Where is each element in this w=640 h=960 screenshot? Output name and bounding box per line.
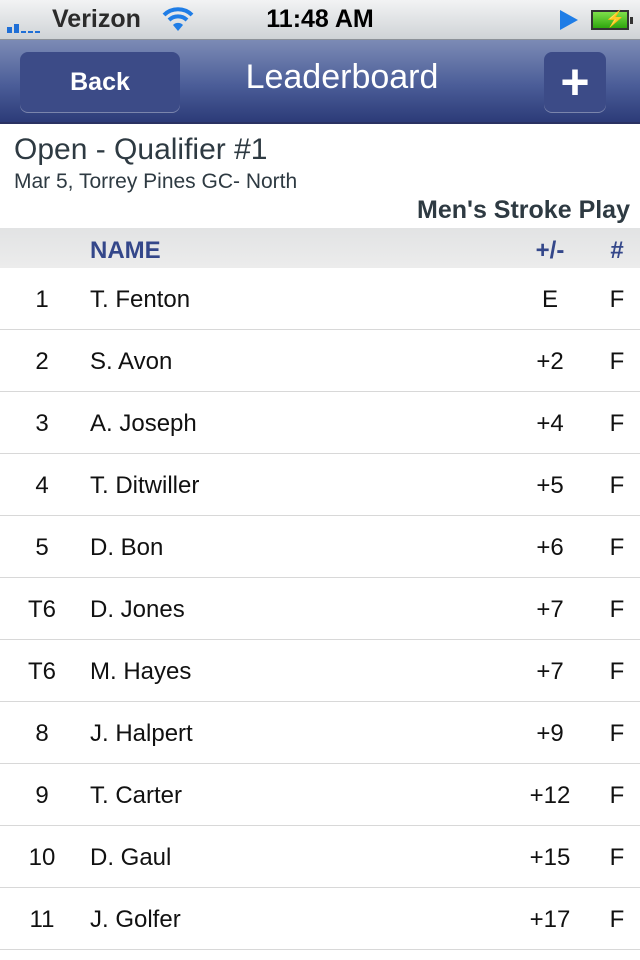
table-row[interactable]: 10 D. Gaul +15 F xyxy=(0,826,640,888)
player-score: +4 xyxy=(536,410,564,437)
player-position: 5 xyxy=(35,534,49,561)
header-name[interactable]: NAME xyxy=(90,237,161,264)
player-name: J. Golfer xyxy=(90,906,181,933)
player-name: S. Avon xyxy=(90,348,173,375)
player-position: 1 xyxy=(35,286,49,313)
table-row[interactable]: 4 T. Ditwiller +5 F xyxy=(0,454,640,516)
event-details: Mar 5, Torrey Pines GC- North xyxy=(14,170,298,193)
player-thru: F xyxy=(609,906,625,933)
player-thru: F xyxy=(609,844,625,871)
player-name: A. Joseph xyxy=(90,410,197,437)
battery-icon: ⚡ xyxy=(591,10,633,30)
table-row[interactable]: 5 D. Bon +6 F xyxy=(0,516,640,578)
table-row[interactable]: 9 T. Carter +12 F xyxy=(0,764,640,826)
table-row[interactable]: 2 S. Avon +2 F xyxy=(0,330,640,392)
player-name: D. Gaul xyxy=(90,844,172,871)
player-position: 10 xyxy=(28,844,56,871)
clock: 11:48 AM xyxy=(266,5,374,33)
navigation-bar: Back Leaderboard + xyxy=(0,40,640,124)
player-score: +17 xyxy=(529,906,571,933)
table-row[interactable]: 1 T. Fenton E F xyxy=(0,268,640,330)
player-score: +15 xyxy=(529,844,571,871)
player-name: D. Jones xyxy=(90,596,185,623)
player-thru: F xyxy=(609,410,625,437)
player-name: J. Halpert xyxy=(90,720,193,747)
table-row[interactable]: T6 D. Jones +7 F xyxy=(0,578,640,640)
player-thru: F xyxy=(609,782,625,809)
player-position: 9 xyxy=(35,782,49,809)
status-bar: Verizon 11:48 AM ⚡ xyxy=(0,0,640,40)
plus-icon: + xyxy=(560,54,590,110)
player-position: 4 xyxy=(35,472,49,499)
header-score[interactable]: +/- xyxy=(535,237,565,264)
player-name: T. Fenton xyxy=(90,286,191,313)
player-score: +9 xyxy=(536,720,564,747)
player-score: +6 xyxy=(536,534,564,561)
player-score: +7 xyxy=(536,596,564,623)
table-row[interactable]: 11 J. Golfer +17 F xyxy=(0,888,640,950)
player-thru: F xyxy=(609,658,625,685)
player-score: E xyxy=(541,286,558,313)
player-name: T. Ditwiller xyxy=(90,472,200,499)
table-row[interactable]: 3 A. Joseph +4 F xyxy=(0,392,640,454)
player-thru: F xyxy=(609,534,625,561)
player-score: +12 xyxy=(529,782,571,809)
player-position: 2 xyxy=(35,348,49,375)
player-thru: F xyxy=(609,472,625,499)
add-button[interactable]: + xyxy=(544,52,606,112)
player-score: +2 xyxy=(536,348,564,375)
wifi-icon xyxy=(162,7,194,31)
player-position: T6 xyxy=(27,596,56,623)
player-position: 11 xyxy=(29,906,55,933)
player-name: M. Hayes xyxy=(90,658,192,685)
player-thru: F xyxy=(609,348,625,375)
player-position: 3 xyxy=(35,410,49,437)
player-name: D. Bon xyxy=(90,534,164,561)
player-score: +7 xyxy=(536,658,564,685)
header-thru[interactable]: # xyxy=(610,237,624,264)
player-thru: F xyxy=(609,720,625,747)
back-button[interactable]: Back xyxy=(20,52,180,112)
event-category: Men's Stroke Play xyxy=(417,196,630,224)
player-thru: F xyxy=(609,286,625,313)
player-name: T. Carter xyxy=(90,782,183,809)
table-header: NAME +/- # xyxy=(0,228,640,268)
page-title: Leaderboard xyxy=(245,58,439,96)
carrier-label: Verizon xyxy=(52,5,141,33)
table-row[interactable]: T6 M. Hayes +7 F xyxy=(0,640,640,702)
table-row[interactable]: 8 J. Halpert +9 F xyxy=(0,702,640,764)
player-thru: F xyxy=(609,596,625,623)
player-position: T6 xyxy=(27,658,56,685)
player-position: 8 xyxy=(35,720,49,747)
location-play-icon xyxy=(560,10,578,30)
player-score: +5 xyxy=(536,472,564,499)
event-name: Open - Qualifier #1 xyxy=(14,133,268,166)
